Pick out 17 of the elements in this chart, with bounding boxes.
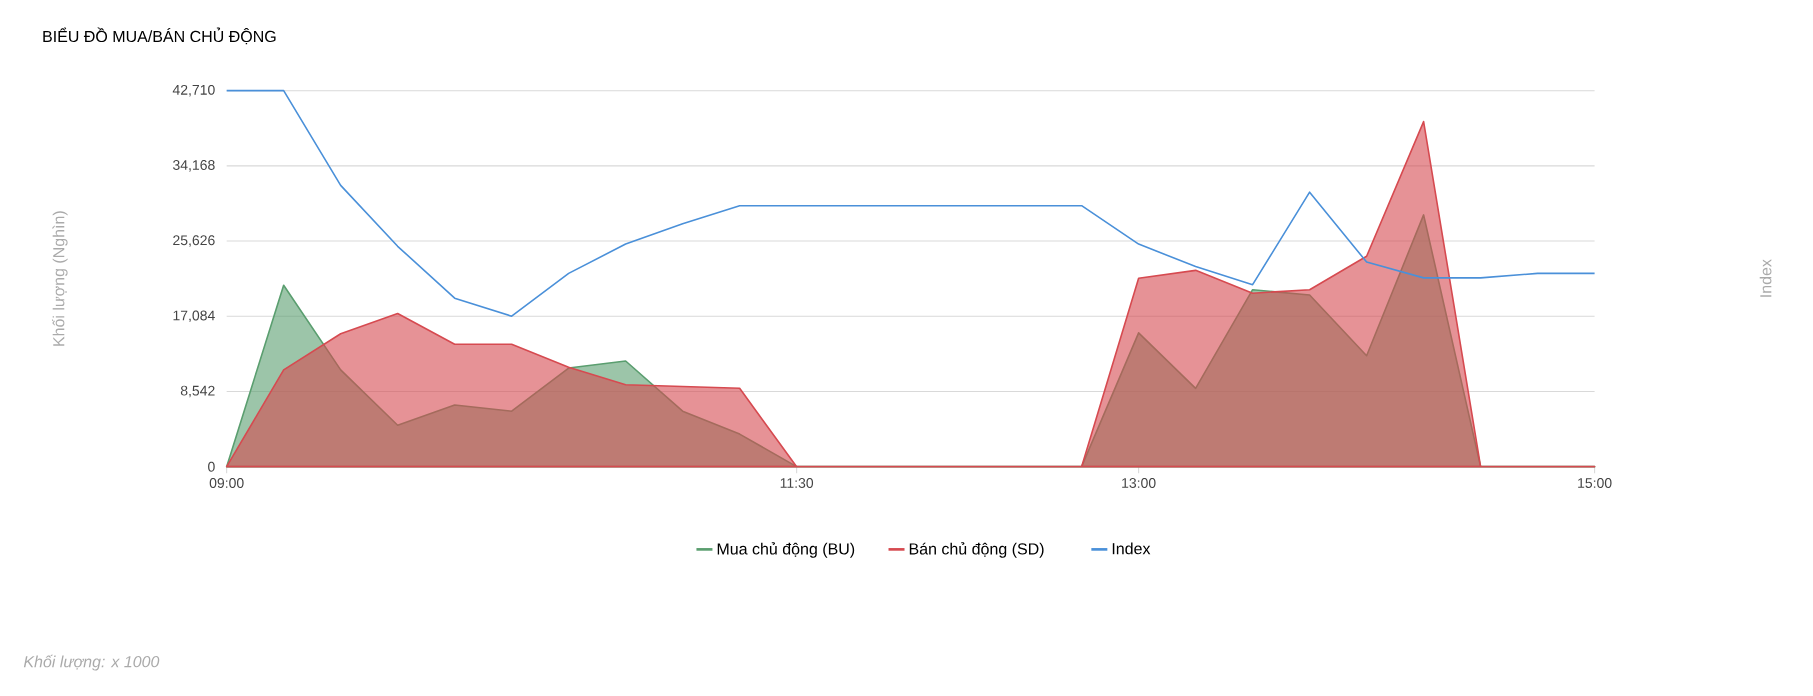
y-tick-label: 42,710 <box>172 84 215 97</box>
x-tick-label: 15:00 <box>1578 478 1612 488</box>
text: Khối lượng: x 1000 <box>23 654 160 671</box>
y-axis-title: Khối lượng (Nghìn) <box>51 211 68 346</box>
y-tick-label: 0 <box>208 461 215 472</box>
y-tick-label: 17,084 <box>173 310 215 323</box>
x-tick-label: 09:00 <box>209 478 244 488</box>
legend-label: Index <box>1112 542 1151 555</box>
legend-label: Bán chủ động (SD) <box>909 542 1044 558</box>
legend-label: Mua chủ động (BU) <box>717 542 855 558</box>
chart-title: BIỂU ĐỒ MUA/BÁN CHỦ ĐỘNG <box>43 27 276 45</box>
y-tick-label: 8,542 <box>180 385 215 398</box>
x-tick-label: 13:00 <box>1122 478 1156 488</box>
y-tick-label: 34,168 <box>172 160 215 172</box>
x-tick-label: 11:30 <box>780 478 814 488</box>
y-tick-label: 25,626 <box>173 235 215 247</box>
y-axis-title: Index <box>1759 259 1772 297</box>
